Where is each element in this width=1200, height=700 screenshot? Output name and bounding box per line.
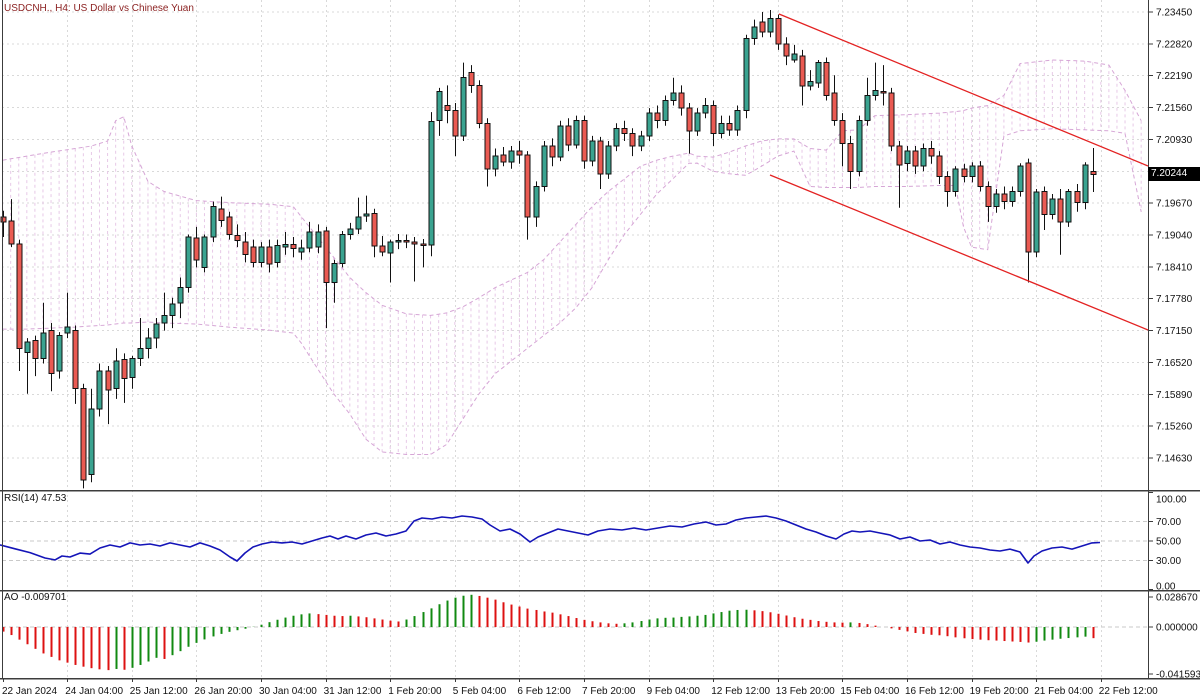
time-axis[interactable]: 22 Jan 2024 24 Jan 04:00 25 Jan 12:00 26 Ja…: [2, 678, 1158, 697]
svg-text:24 Jan 04:00: 24 Jan 04:00: [65, 686, 123, 697]
svg-text:7.20930: 7.20930: [1156, 135, 1193, 146]
svg-text:9 Feb 04:00: 9 Feb 04:00: [647, 686, 701, 697]
svg-text:7.15260: 7.15260: [1156, 422, 1193, 433]
svg-text:70.00: 70.00: [1156, 517, 1181, 528]
trend-channel-lines[interactable]: [769, 13, 1149, 331]
svg-text:19 Feb 20:00: 19 Feb 20:00: [970, 686, 1029, 697]
svg-text:7.21560: 7.21560: [1156, 103, 1193, 114]
rsi-panel-area[interactable]: [0, 515, 1101, 564]
grid-layer: [2, 0, 1148, 678]
svg-text:7.19040: 7.19040: [1156, 231, 1193, 242]
symbol-title: USDCNH., H4: US Dollar vs Chinese Yuan: [4, 3, 194, 14]
svg-text:7.16520: 7.16520: [1156, 358, 1193, 369]
main-price-area[interactable]: [0, 9, 1097, 489]
ao-indicator-label: AO -0.009701: [4, 592, 67, 603]
svg-text:22 Feb 12:00: 22 Feb 12:00: [1099, 686, 1158, 697]
svg-text:7.17150: 7.17150: [1156, 326, 1193, 337]
svg-text:13 Feb 20:00: 13 Feb 20:00: [776, 686, 835, 697]
svg-text:21 Feb 04:00: 21 Feb 04:00: [1034, 686, 1093, 697]
panel-borders: [0, 0, 1200, 680]
svg-text:5 Feb 04:00: 5 Feb 04:00: [453, 686, 507, 697]
svg-text:16 Feb 12:00: 16 Feb 12:00: [905, 686, 964, 697]
svg-text:7.17780: 7.17780: [1156, 294, 1193, 305]
svg-text:12 Feb 12:00: 12 Feb 12:00: [711, 686, 770, 697]
svg-text:15 Feb 04:00: 15 Feb 04:00: [840, 686, 899, 697]
ao-panel-area[interactable]: [2, 594, 1095, 671]
svg-text:6 Feb 12:00: 6 Feb 12:00: [517, 686, 571, 697]
svg-text:7.18410: 7.18410: [1156, 262, 1193, 273]
price-axis[interactable]: 7.23450 7.22820 7.22190 7.21560 7.20930 7.196…: [1148, 8, 1200, 681]
svg-text:31 Jan 12:00: 31 Jan 12:00: [324, 686, 382, 697]
svg-text:100.00: 100.00: [1156, 495, 1187, 506]
svg-text:22 Jan 2024: 22 Jan 2024: [2, 686, 57, 697]
svg-text:25 Jan 12:00: 25 Jan 12:00: [130, 686, 188, 697]
svg-text:7.15890: 7.15890: [1156, 390, 1193, 401]
rsi-indicator-label: RSI(14) 47.53: [4, 493, 67, 504]
svg-text:0.00: 0.00: [1156, 582, 1176, 593]
svg-text:30.00: 30.00: [1156, 556, 1181, 567]
svg-text:7 Feb 20:00: 7 Feb 20:00: [582, 686, 636, 697]
svg-text:0.028670: 0.028670: [1156, 593, 1198, 604]
svg-text:50.00: 50.00: [1156, 537, 1181, 548]
svg-text:7.23450: 7.23450: [1156, 8, 1193, 19]
svg-text:7.22820: 7.22820: [1156, 39, 1193, 50]
svg-text:7.19670: 7.19670: [1156, 199, 1193, 210]
svg-text:30 Jan 04:00: 30 Jan 04:00: [259, 686, 317, 697]
svg-text:26 Jan 20:00: 26 Jan 20:00: [194, 686, 252, 697]
current-price-badge: 7.20244: [1148, 167, 1200, 182]
svg-text:1 Feb 20:00: 1 Feb 20:00: [388, 686, 442, 697]
svg-text:7.14630: 7.14630: [1156, 454, 1193, 465]
svg-text:7.22190: 7.22190: [1156, 71, 1193, 82]
svg-text:-0.041593: -0.041593: [1156, 670, 1200, 681]
svg-text:0.000000: 0.000000: [1156, 623, 1198, 634]
